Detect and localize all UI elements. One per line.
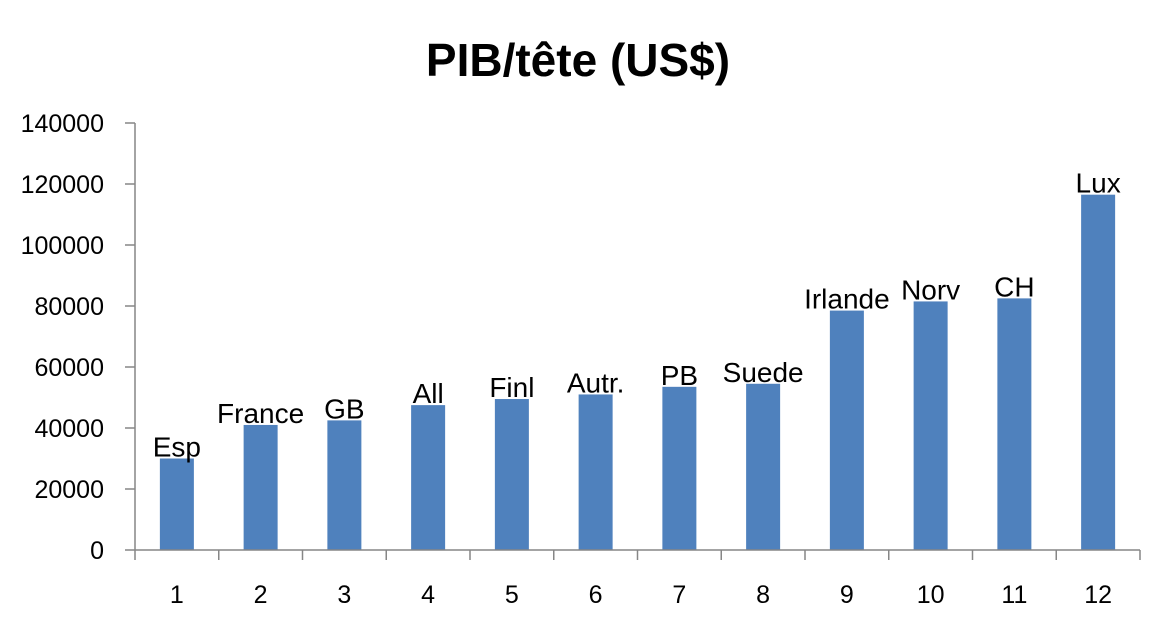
y-tick-label: 140000 <box>21 110 104 138</box>
bar-data-label: Esp <box>153 432 201 463</box>
x-tick-label: 5 <box>505 581 519 609</box>
bar-data-label: France <box>217 398 304 429</box>
x-tick-label: 9 <box>840 581 854 609</box>
bar <box>243 424 278 550</box>
bar-data-label: All <box>413 378 444 409</box>
bar <box>1081 194 1116 551</box>
bar-data-label: Lux <box>1076 168 1121 199</box>
bar-data-label: PB <box>661 360 698 391</box>
bars-group <box>159 194 1116 551</box>
y-tick-label: 0 <box>90 537 104 565</box>
x-tick-label: 12 <box>1084 581 1112 609</box>
chart-title: PIB/tête (US$) <box>425 34 731 86</box>
y-tick-label: 100000 <box>21 232 104 260</box>
x-tick-label: 4 <box>421 581 435 609</box>
x-tick-label: 1 <box>170 581 184 609</box>
x-tick-label: 6 <box>589 581 603 609</box>
y-tick-label: 80000 <box>34 293 104 321</box>
y-tick-label: 40000 <box>34 415 104 443</box>
bar <box>997 298 1032 550</box>
x-tick-label: 10 <box>917 581 945 609</box>
bar <box>913 301 948 550</box>
y-tick-label: 60000 <box>34 354 104 382</box>
bar-data-label: GB <box>324 393 364 424</box>
bar <box>494 399 529 550</box>
x-tick-label: 11 <box>1001 581 1027 609</box>
x-tick-label: 8 <box>756 581 770 609</box>
y-axis-ticks: 0 20000 40000 60000 80000 100000 120000 140000 <box>21 110 135 565</box>
bar <box>578 394 613 550</box>
x-tick-label: 7 <box>672 581 686 609</box>
bar <box>159 458 194 550</box>
bar-data-label: Irlande <box>804 284 890 315</box>
bar-data-label: Autr. <box>567 367 625 398</box>
bar <box>327 420 362 550</box>
bar <box>411 405 446 550</box>
x-tick-label: 3 <box>337 581 351 609</box>
bar <box>662 386 697 550</box>
x-tick-label: 2 <box>254 581 268 609</box>
bar-data-label: CH <box>994 271 1034 302</box>
bar <box>829 310 864 550</box>
bar-data-label: Norv <box>901 274 960 305</box>
bar <box>746 383 781 550</box>
axes-group <box>134 123 1140 551</box>
y-tick-label: 120000 <box>21 171 104 199</box>
bar-data-label: Finl <box>489 372 534 403</box>
y-tick-label: 20000 <box>34 476 104 504</box>
x-axis-ticks: 1 2 3 4 5 6 7 8 9 10 11 12 <box>134 550 1141 609</box>
bar-data-label: Suede <box>723 357 804 388</box>
data-labels-group: Esp France GB All Finl Autr. PB Suede Irlande Nor… <box>153 168 1121 463</box>
